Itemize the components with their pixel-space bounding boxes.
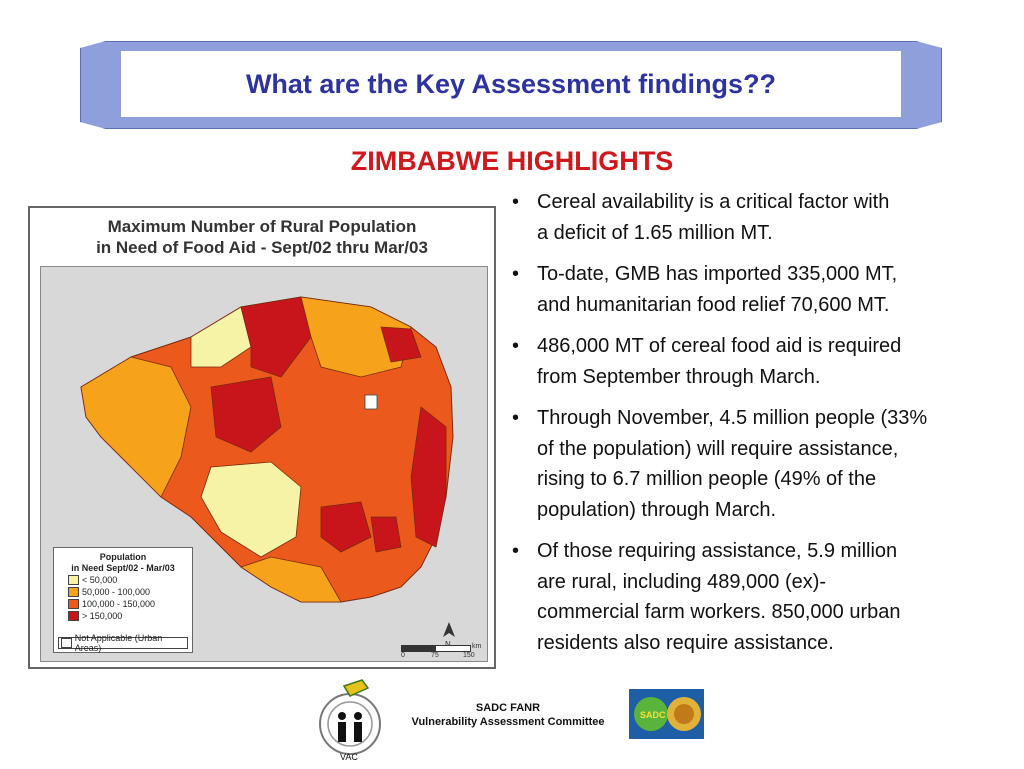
north-label: N: [445, 640, 451, 649]
legend-label: > 150,000: [82, 611, 123, 621]
region-northwest-pale: [190, 306, 252, 368]
vac-logo-icon: VAC: [319, 679, 381, 762]
urban-area: [364, 394, 378, 410]
legend-swatch: [68, 599, 79, 609]
region-central-west-red: [210, 376, 282, 453]
region-south-red: [370, 516, 402, 553]
sadc-logo: SADC: [629, 689, 704, 739]
legend-na: Not Applicable (Urban Areas): [58, 633, 188, 653]
legend-item: 50,000 - 100,000: [68, 586, 192, 598]
scale-bar: 0 75 150 km: [401, 643, 482, 659]
footer-org-line1: SADC FANR: [475, 702, 541, 714]
region-west: [80, 356, 192, 498]
legend-title-line2: in Need Sept/02 - Mar/03: [71, 563, 175, 573]
scale-tick: 150: [463, 652, 475, 659]
legend-title: Population in Need Sept/02 - Mar/03: [54, 552, 192, 574]
region-central-pale: [200, 461, 302, 558]
scale-unit: km: [472, 643, 482, 650]
sadc-logo-label: SADC: [640, 710, 666, 720]
footer-org: SADC FANR Vulnerability Assessment Commi…: [388, 701, 628, 729]
scale-tick: 0: [401, 652, 405, 659]
highlights-list: Cereal availability is a critical factor…: [508, 187, 1024, 669]
map-panel: Maximum Number of Rural Population in Ne…: [28, 206, 496, 669]
banner-inner: What are the Key Assessment findings??: [121, 51, 901, 117]
vac-logo-label: VAC: [340, 752, 358, 762]
slide-title: What are the Key Assessment findings??: [245, 68, 777, 99]
legend-swatch-na: [61, 638, 72, 648]
legend-swatch: [68, 611, 79, 621]
list-item: Cereal availability is a critical factor…: [508, 187, 1024, 248]
legend-label: 50,000 - 100,000: [82, 587, 151, 597]
region-northeast: [300, 296, 412, 378]
region-east-red: [410, 406, 447, 548]
region-southeast-red: [320, 501, 372, 553]
legend-item: 100,000 - 150,000: [68, 598, 192, 610]
legend-label: 100,000 - 150,000: [82, 599, 156, 609]
legend-swatch: [68, 575, 79, 585]
list-item: Through November, 4.5 million people (33…: [508, 403, 1024, 525]
legend-label: < 50,000: [82, 575, 118, 585]
title-banner: What are the Key Assessment findings??: [80, 41, 942, 129]
map-title-line2: in Need of Food Aid - Sept/02 thru Mar/0…: [96, 238, 428, 257]
map-title-line1: Maximum Number of Rural Population: [107, 217, 417, 236]
scale-tick: 75: [431, 652, 439, 659]
map-legend: Population in Need Sept/02 - Mar/03 < 50…: [53, 547, 193, 653]
region-south-orange: [240, 556, 342, 603]
legend-title-line1: Population: [99, 552, 147, 562]
legend-item: < 50,000: [68, 574, 192, 586]
legend-na-label: Not Applicable (Urban Areas): [74, 633, 163, 653]
region-northeast-red: [380, 326, 422, 363]
scale-bar-line: [401, 645, 471, 652]
footer-org-line2: Vulnerability Assessment Committee: [411, 716, 605, 728]
sadc-logo-icon: SADC: [634, 697, 701, 731]
list-item: To-date, GMB has imported 335,000 MT, an…: [508, 259, 1024, 320]
zimbabwe-map: N: [80, 296, 455, 649]
list-item: 486,000 MT of cereal food aid is require…: [508, 331, 1024, 392]
list-item: Of those requiring assistance, 5.9 milli…: [508, 536, 1024, 658]
vac-logo: VAC: [316, 676, 384, 764]
legend-swatch: [68, 587, 79, 597]
map-title: Maximum Number of Rural Population in Ne…: [30, 216, 494, 258]
map-area: N Population in Need Sept/02 - Mar/03 < …: [40, 266, 488, 662]
north-arrow-icon: [443, 622, 455, 637]
legend-item: > 150,000: [68, 610, 192, 622]
slide-subtitle: ZIMBABWE HIGHLIGHTS: [350, 146, 674, 176]
